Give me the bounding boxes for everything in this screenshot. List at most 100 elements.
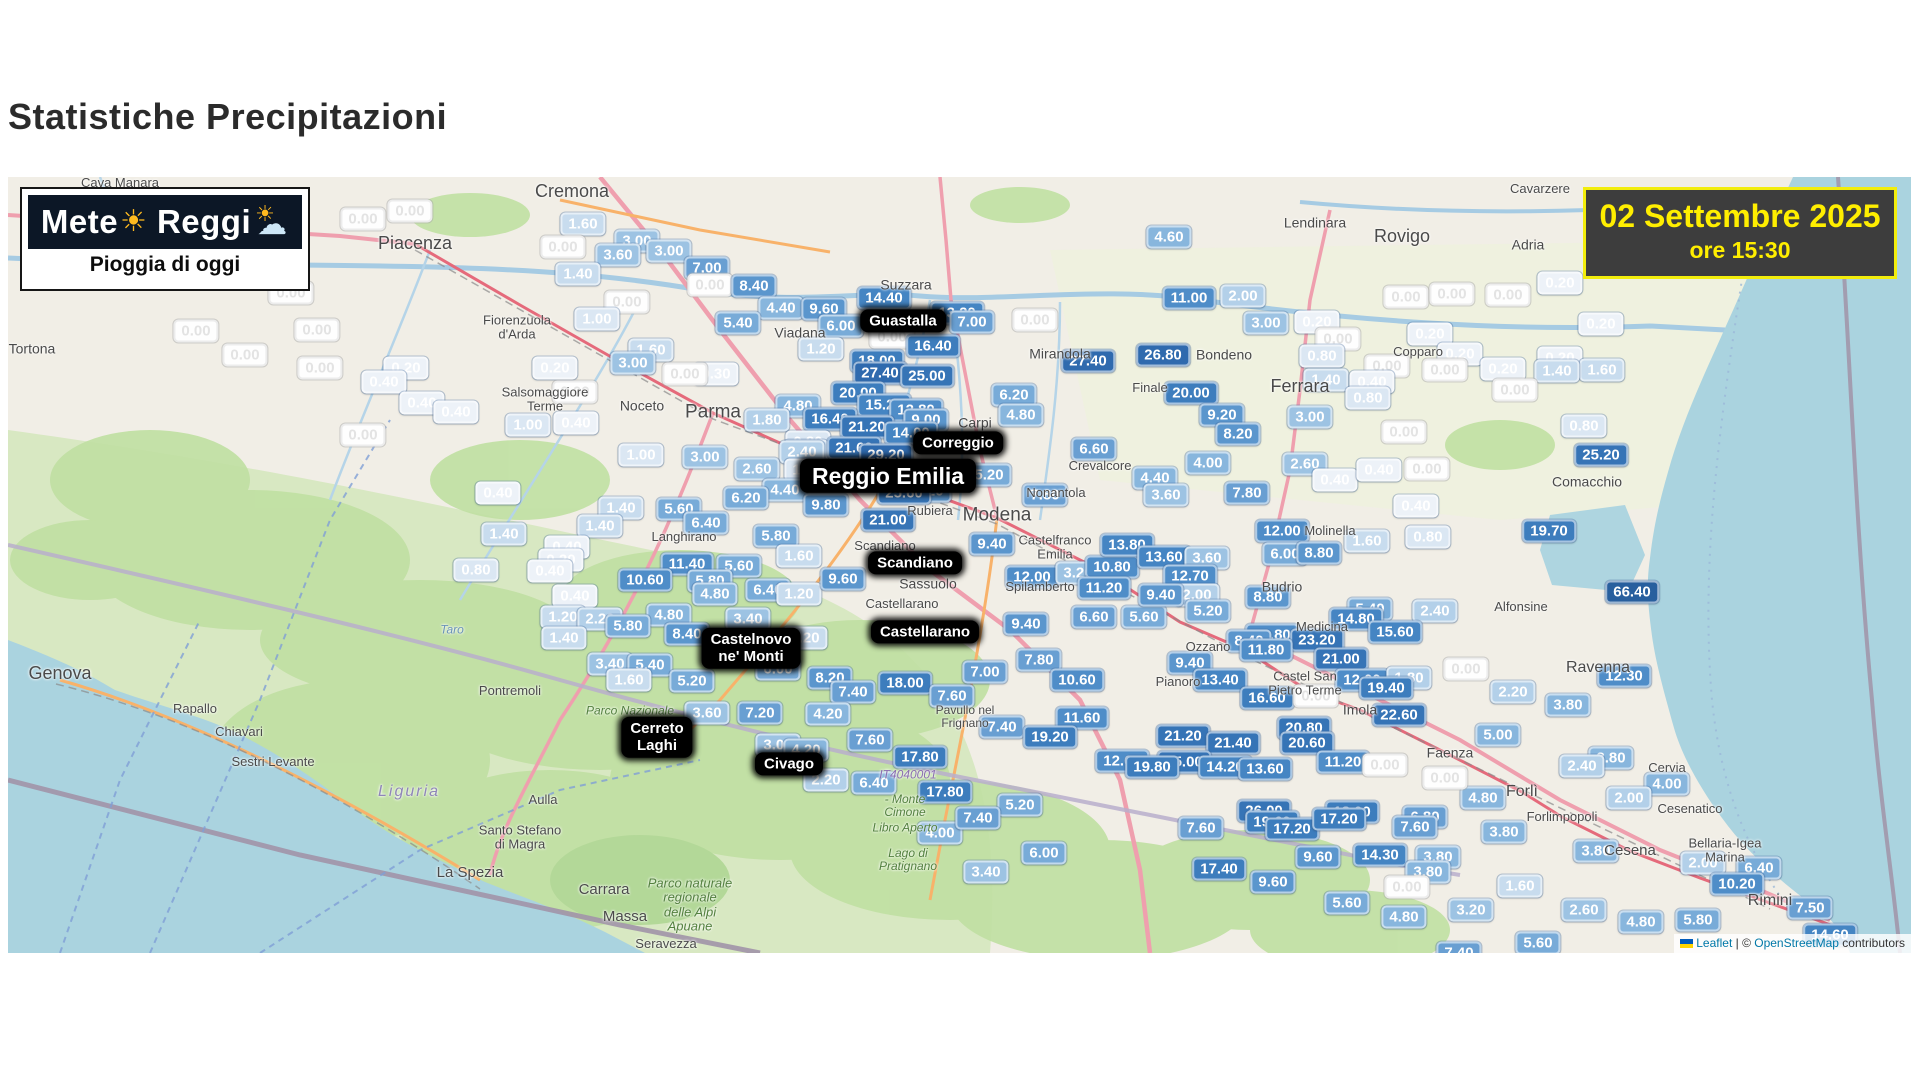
precip-label[interactable]: 0.00 (1443, 657, 1489, 681)
map-container[interactable]: Cava Manara Cremona Piacenza Suzzara Lendina… (8, 177, 1911, 953)
precip-label[interactable]: 3.40 (963, 860, 1009, 884)
precip-label[interactable]: 17.80 (918, 780, 972, 804)
precip-label[interactable]: 0.80 (453, 558, 499, 582)
precip-label[interactable]: 8.80 (1245, 585, 1291, 609)
precip-label[interactable]: 5.60 (1515, 931, 1561, 953)
precip-label[interactable]: 0.00 (340, 423, 386, 447)
precip-label[interactable]: 3.00 (1243, 311, 1289, 335)
precip-label[interactable]: 0.00 (387, 199, 433, 223)
precip-label[interactable]: 5.60 (1121, 605, 1167, 629)
precip-label[interactable]: 4.40 (762, 478, 808, 502)
precip-label[interactable]: 0.40 (1312, 468, 1358, 492)
precip-label[interactable]: 3.80 (1573, 839, 1619, 863)
city-label[interactable]: Civago (754, 752, 824, 776)
precip-label[interactable]: 8.20 (1215, 422, 1261, 446)
precip-label[interactable]: 3.60 (595, 243, 641, 267)
precip-label[interactable]: 4.60 (1146, 225, 1192, 249)
precip-label[interactable]: 27.40 (1061, 349, 1115, 373)
precip-label[interactable]: 27.40 (853, 361, 907, 385)
precip-label[interactable]: 21.20 (1156, 724, 1210, 748)
precip-label[interactable]: 6.00 (1021, 841, 1067, 865)
precip-label[interactable]: 1.40 (577, 514, 623, 538)
precip-label[interactable]: 19.20 (1023, 725, 1077, 749)
precip-label[interactable]: 17.20 (1312, 807, 1366, 831)
precip-label[interactable]: 9.80 (803, 493, 849, 517)
precip-label[interactable]: 10.20 (1710, 872, 1764, 896)
precip-label[interactable]: 7.40 (955, 806, 1001, 830)
precip-label[interactable]: 6.60 (1071, 605, 1117, 629)
precip-label[interactable]: 4.80 (998, 403, 1044, 427)
precip-label[interactable]: 15.60 (1368, 620, 1422, 644)
precip-label[interactable]: 0.00 (173, 319, 219, 343)
precip-label[interactable]: 5.80 (753, 524, 799, 548)
precip-label[interactable]: 0.00 (1492, 378, 1538, 402)
precip-label[interactable]: 7.50 (1787, 896, 1833, 920)
precip-label[interactable]: 0.00 (1422, 766, 1468, 790)
precip-label[interactable]: 10.60 (1050, 668, 1104, 692)
precip-label[interactable]: 1.40 (481, 522, 527, 546)
precip-label[interactable]: 13.40 (1193, 668, 1247, 692)
precip-label[interactable]: 0.40 (361, 370, 407, 394)
precip-label[interactable]: 0.20 (1407, 322, 1453, 346)
precip-label[interactable]: 6.20 (723, 486, 769, 510)
precip-label[interactable]: 5.80 (605, 614, 651, 638)
precip-label[interactable]: 2.00 (1680, 851, 1726, 875)
precip-label[interactable]: 6.40 (851, 771, 897, 795)
openstreetmap-link[interactable]: OpenStreetMap (1754, 936, 1839, 950)
precip-label[interactable]: 0.00 (222, 343, 268, 367)
precip-label[interactable]: 5.80 (1675, 908, 1721, 932)
precip-label[interactable]: 4.80 (1460, 786, 1506, 810)
precip-label[interactable]: 1.60 (1579, 358, 1625, 382)
precip-label[interactable]: 0.00 (1384, 875, 1430, 899)
precip-label[interactable]: 0.80 (1299, 344, 1345, 368)
precip-label[interactable]: 18.00 (878, 671, 932, 695)
precip-label[interactable]: 6.40 (683, 511, 729, 535)
precip-label[interactable]: 9.40 (1167, 651, 1213, 675)
precip-label[interactable]: 0.00 (662, 362, 708, 386)
precip-label[interactable]: 0.00 (1362, 753, 1408, 777)
precip-label[interactable]: 4.40 (758, 296, 804, 320)
precip-label[interactable]: 0.00 (297, 356, 343, 380)
precip-label[interactable]: 0.40 (553, 411, 599, 435)
precip-label[interactable]: 0.00 (340, 207, 386, 231)
precip-label[interactable]: 0.00 (1012, 308, 1058, 332)
precip-label[interactable]: 0.40 (399, 391, 445, 415)
precip-label[interactable]: 6.00 (1262, 542, 1308, 566)
precip-label[interactable]: 1.20 (798, 337, 844, 361)
city-label[interactable]: Reggio Emilia (799, 458, 977, 494)
precip-label[interactable]: 22.60 (1372, 703, 1426, 727)
precip-label[interactable]: 5.20 (966, 463, 1012, 487)
precip-label[interactable]: 1.40 (1303, 368, 1349, 392)
city-label[interactable]: Correggio (913, 431, 1003, 455)
precip-label[interactable]: 2.40 (1559, 754, 1605, 778)
precip-label[interactable]: 1.40 (555, 262, 601, 286)
precip-label[interactable]: 3.00 (1287, 405, 1333, 429)
precip-label[interactable]: 1.00 (618, 443, 664, 467)
precip-label[interactable]: 3.40 (725, 607, 771, 631)
precip-label[interactable]: 0.20 (1537, 271, 1583, 295)
precip-label[interactable]: 2.00 (1220, 284, 1266, 308)
precip-label[interactable]: 0.00 (1485, 283, 1531, 307)
precip-label[interactable]: 21.00 (1314, 647, 1368, 671)
precip-label[interactable]: 11.20 (1316, 750, 1370, 774)
precip-label[interactable]: 9.60 (820, 567, 866, 591)
precip-label[interactable]: 7.60 (1178, 816, 1224, 840)
precip-label[interactable]: 0.40 (475, 481, 521, 505)
precip-label[interactable]: 20.60 (1280, 731, 1334, 755)
precip-label[interactable]: 7.00 (949, 310, 995, 334)
city-label[interactable]: Guastalla (860, 309, 946, 333)
precip-label[interactable]: 1.80 (744, 408, 790, 432)
precip-label[interactable]: 5.20 (997, 793, 1043, 817)
precip-label[interactable]: 8.80 (1296, 541, 1342, 565)
precip-label[interactable]: 0.00 (604, 290, 650, 314)
precip-label[interactable]: 11.60 (1055, 706, 1109, 730)
precip-label[interactable]: 0.20 (1578, 312, 1624, 336)
precip-label[interactable]: 0.40 (552, 584, 598, 608)
precip-label[interactable]: 7.80 (1224, 481, 1270, 505)
precip-label[interactable]: 3.00 (610, 351, 656, 375)
precip-label[interactable]: 5.20 (669, 669, 715, 693)
precip-label[interactable]: 3.80 (1481, 820, 1527, 844)
precip-label[interactable]: 2.20 (1490, 680, 1536, 704)
precip-label[interactable]: 20.00 (1164, 381, 1218, 405)
precip-label[interactable]: 7.40 (979, 715, 1025, 739)
